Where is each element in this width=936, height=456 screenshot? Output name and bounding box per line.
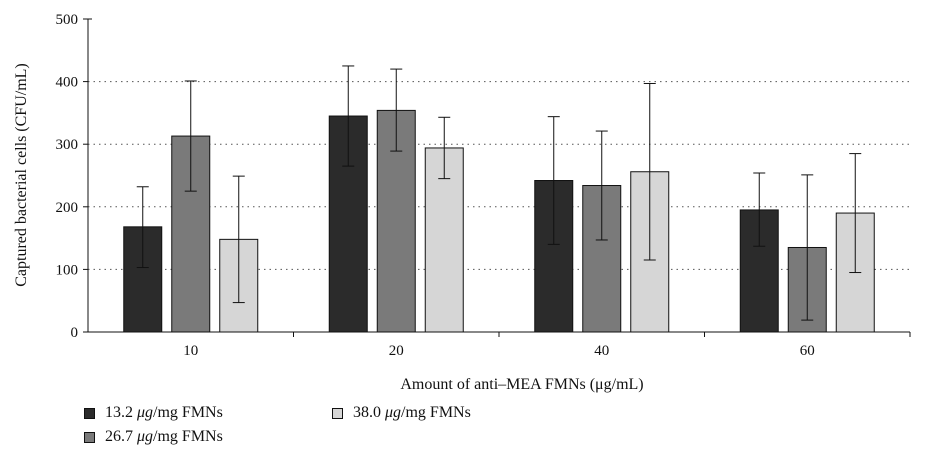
error-bars (136, 65, 862, 321)
legend-label: 13.2 μg/mg FMNs (105, 404, 223, 421)
gridlines (88, 81, 910, 270)
bar (123, 226, 163, 333)
x-tick-label: 10 (183, 343, 198, 359)
tick-labels: 0 100 200 300 400 500 10 20 40 60 (56, 12, 815, 359)
y-axis-title: Captured bacterial cells (CFU/mL) (13, 63, 30, 286)
x-tick-label: 40 (594, 343, 609, 359)
bar-chart: 0 100 200 300 400 500 10 20 40 60 Amount of anti–… (13, 12, 911, 393)
legend-item-series-2: 26.7 μg/mg FMNs (84, 428, 223, 446)
legend-swatch (332, 407, 343, 419)
legend-item-series-1: 13.2 μg/mg FMNs (84, 404, 223, 422)
legend-item-series-3: 38.0 μg/mg FMNs (332, 404, 471, 422)
x-tick-label: 20 (389, 343, 404, 359)
y-tick-label: 200 (56, 200, 79, 216)
legend-label: 38.0 μg/mg FMNs (353, 404, 471, 421)
y-tick-label: 500 (56, 12, 79, 28)
legend-swatch (84, 431, 95, 443)
y-tick-label: 400 (56, 75, 79, 91)
bar (171, 135, 211, 333)
x-axis-title: Amount of anti–MEA FMNs (μg/mL) (400, 376, 643, 393)
x-tick-label: 60 (800, 343, 815, 359)
legend-swatch (84, 407, 95, 419)
y-tick-label: 300 (56, 137, 79, 153)
legend-label: 26.7 μg/mg FMNs (105, 428, 223, 445)
legend: 13.2 μg/mg FMNs 26.7 μg/mg FMNs 38.0 μg/… (8, 404, 608, 454)
y-tick-label: 0 (71, 325, 79, 341)
y-tick-label: 100 (56, 262, 79, 278)
bar (739, 209, 779, 333)
bars (123, 109, 875, 333)
bar (424, 147, 464, 333)
